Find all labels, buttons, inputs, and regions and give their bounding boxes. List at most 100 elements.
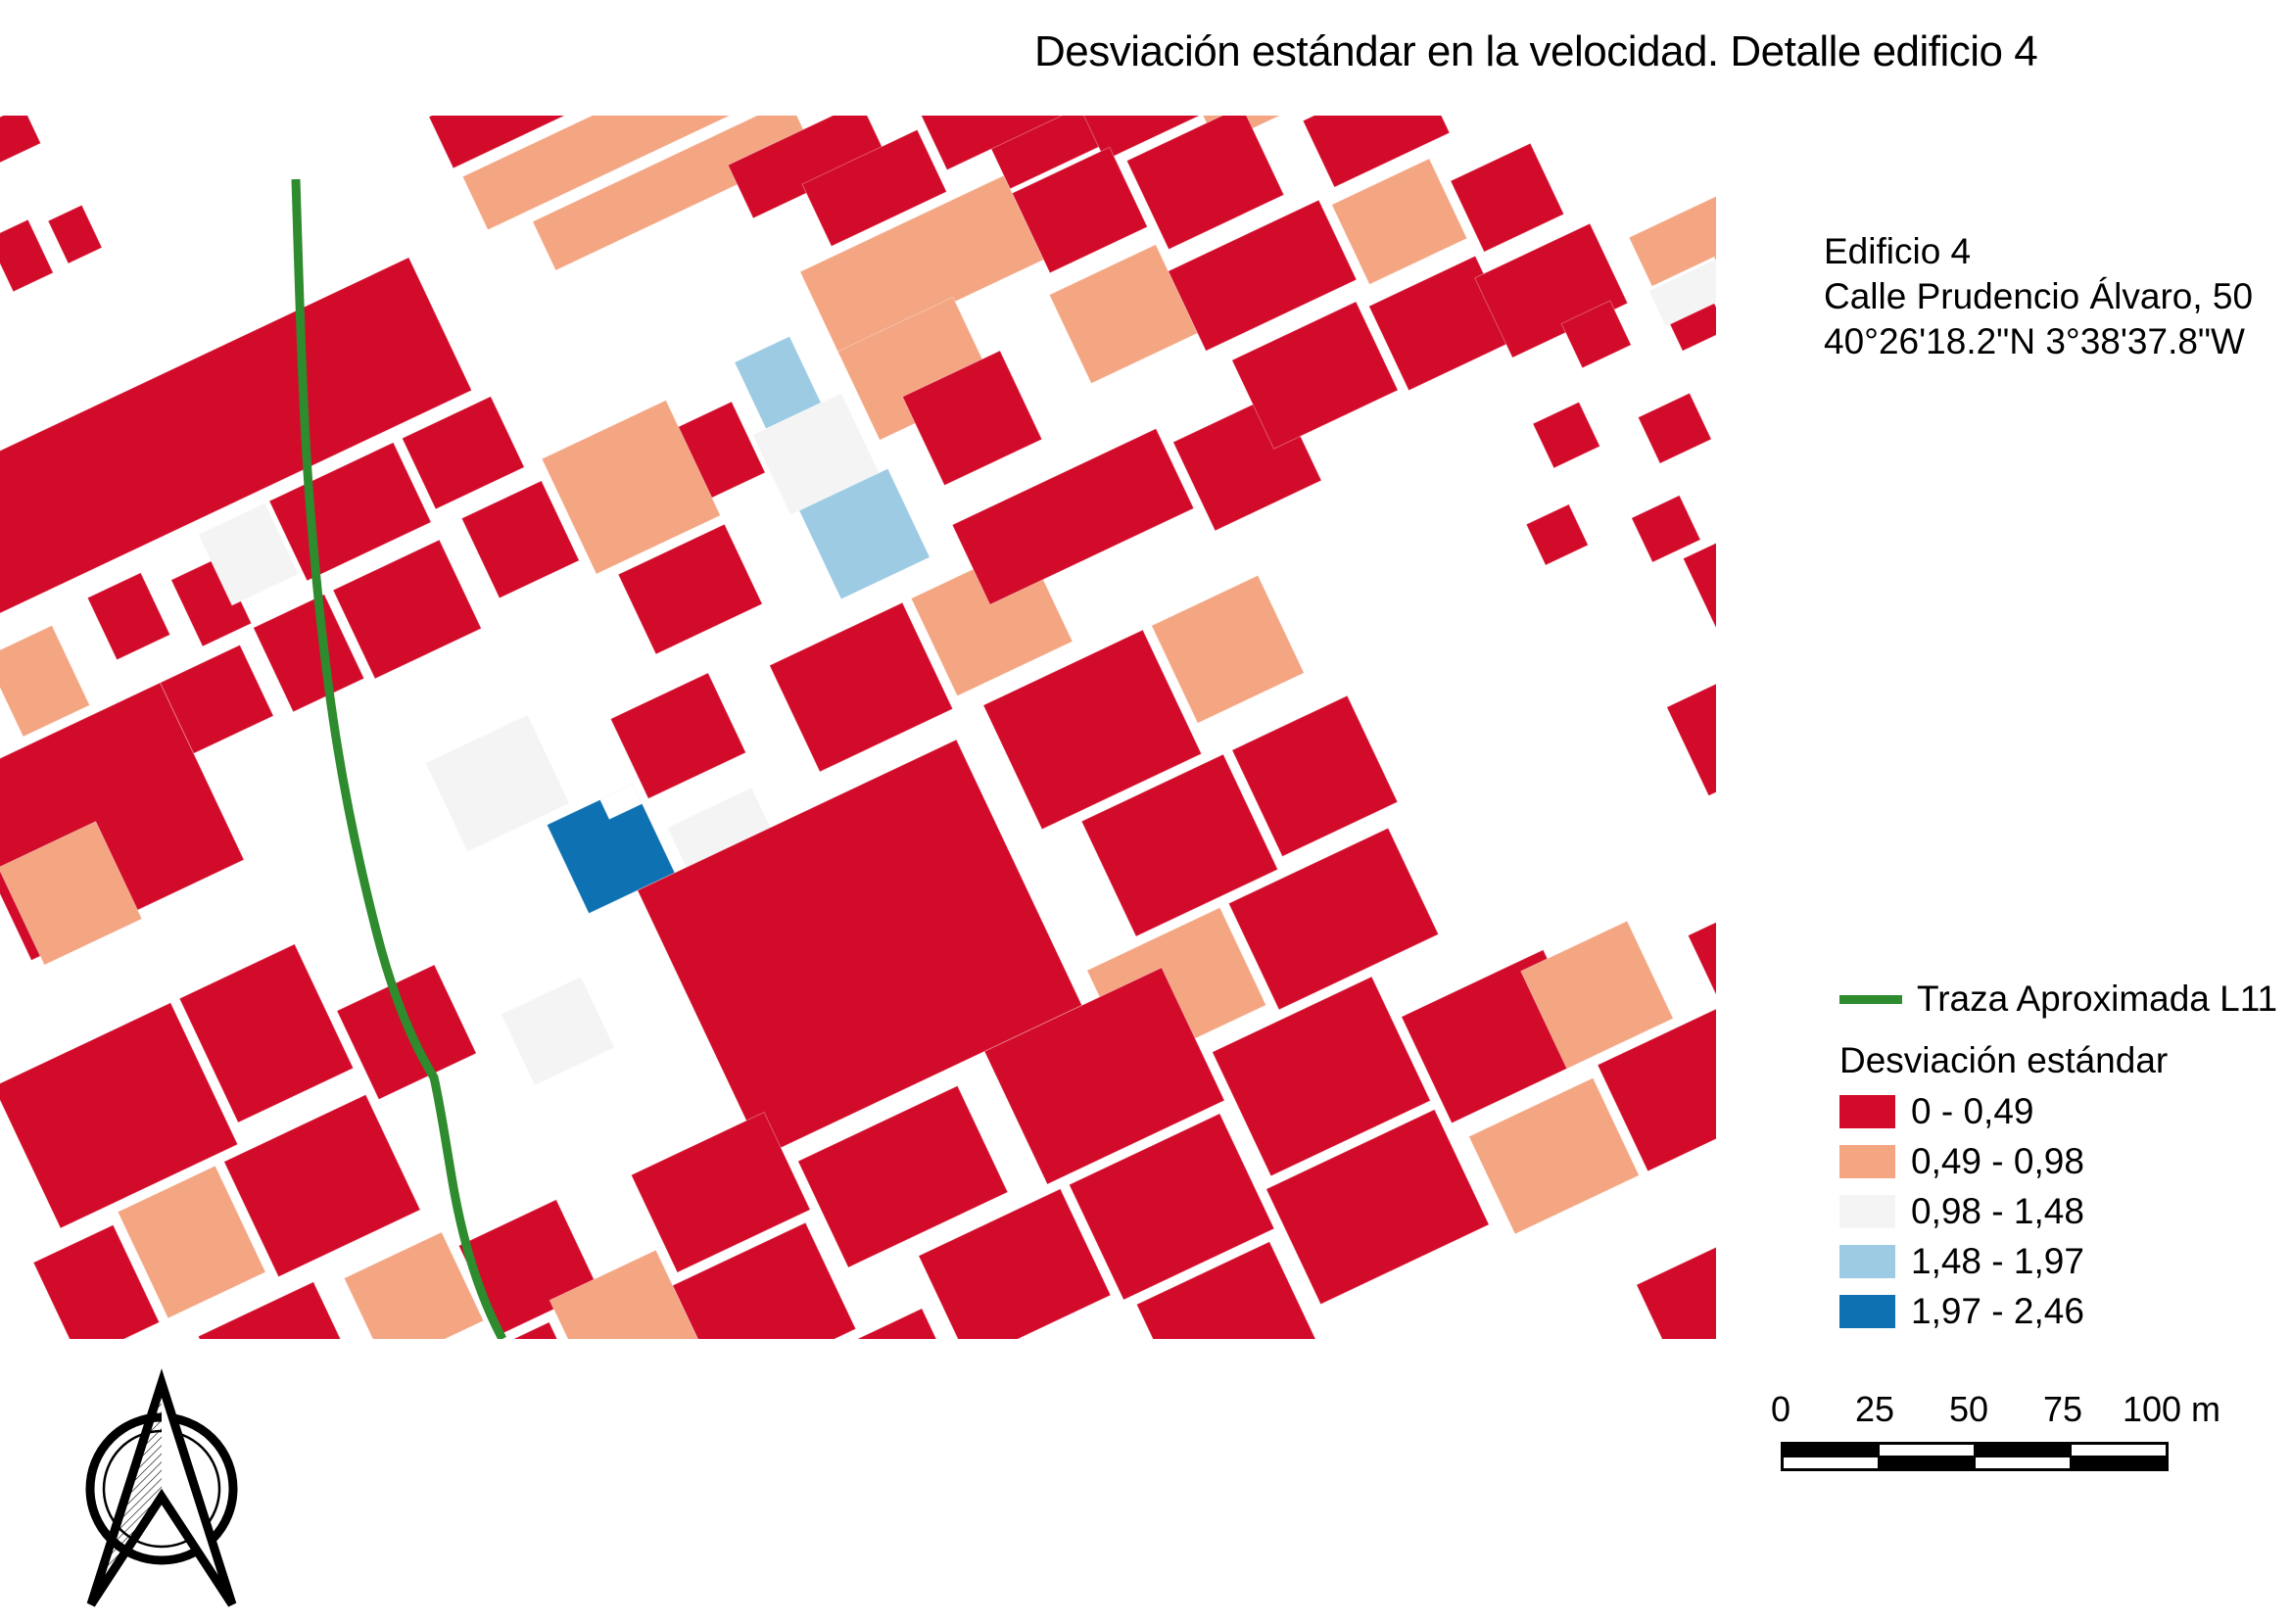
scale-bar-segment — [1880, 1457, 1974, 1468]
building-footprint — [672, 1221, 857, 1339]
scale-bar-segment — [1784, 1445, 1878, 1456]
scale-bar: 0 25 50 75 100 m — [1771, 1389, 2231, 1477]
building-footprint — [1068, 1113, 1275, 1301]
building-footprint — [1682, 515, 1716, 640]
legend-class-label: 0 - 0,49 — [1911, 1091, 2034, 1131]
building-footprint — [1532, 401, 1601, 469]
building-footprint — [951, 427, 1195, 605]
building-footprint — [1168, 199, 1358, 352]
building-footprint — [1074, 116, 1213, 162]
building-footprint — [797, 1084, 1009, 1268]
legend-traza-row: Traza Aproximada L11 — [1839, 978, 2277, 1021]
building-footprint — [47, 204, 103, 264]
building-footprint — [197, 1281, 360, 1339]
building-footprint — [159, 644, 274, 754]
page-title: Desviación estándar en la velocidad. Det… — [1034, 27, 2038, 75]
building-footprint — [637, 739, 1083, 1157]
building-footprint — [1231, 301, 1399, 450]
legend-class-swatch-icon — [1839, 1245, 1895, 1278]
legend-class-label: 1,48 - 1,97 — [1911, 1241, 2084, 1281]
building-footprint — [1628, 195, 1716, 287]
building-footprint — [1597, 1001, 1716, 1172]
scale-bar-segment — [1976, 1445, 2070, 1456]
building-footprint — [917, 116, 1073, 171]
building-footprint — [599, 783, 644, 821]
info-address: Calle Prudencio Álvaro, 50 — [1824, 276, 2254, 316]
building-footprint — [1302, 116, 1451, 188]
building-footprint — [1647, 246, 1716, 327]
legend-class-row: 0 - 0,49 — [1839, 1091, 2270, 1131]
building-footprint — [424, 1321, 597, 1339]
building-footprint — [630, 1111, 811, 1273]
scale-bar-segment — [1976, 1457, 2070, 1468]
traza-l11-line — [291, 178, 506, 1339]
building-footprint — [1227, 827, 1440, 1011]
building-footprint — [0, 624, 91, 738]
building-footprint — [617, 523, 763, 655]
building-footprint — [0, 257, 473, 749]
legend-class-swatch-icon — [1839, 1295, 1895, 1328]
scale-bar-labels: 0 25 50 75 100 m — [1771, 1389, 2231, 1429]
building-footprint — [117, 1165, 266, 1319]
legend-class-swatch-icon — [1839, 1145, 1895, 1178]
building-footprint — [1080, 753, 1279, 937]
building-footprint — [1331, 158, 1468, 285]
scale-bar-segment — [2072, 1445, 2166, 1456]
building-footprint — [1151, 574, 1305, 724]
building-footprint — [1212, 976, 1431, 1177]
info-coordinates: 40°26'18.2"N 3°38'37.8"W — [1824, 321, 2245, 361]
traza-line-swatch-icon — [1839, 994, 1902, 1004]
building-footprint — [541, 399, 722, 575]
building-footprint — [424, 714, 570, 853]
building-footprint — [0, 116, 42, 166]
building-footprint — [1733, 482, 1797, 546]
building-footprint — [801, 128, 948, 248]
building-footprint — [1631, 495, 1701, 563]
legend-section-title: Desviación estándar — [1839, 1040, 2169, 1080]
legend-class-row: 0,98 - 1,48 — [1839, 1191, 2270, 1231]
building-footprint — [32, 1223, 161, 1339]
scale-bar-tick-label: 100 m — [2122, 1389, 2221, 1429]
legend-traza-label: Traza Aproximada L11 — [1917, 979, 2278, 1019]
legend-class-swatch-icon — [1839, 1095, 1895, 1128]
building-footprint — [461, 116, 782, 231]
building-footprint — [0, 218, 54, 293]
info-box: Edificio 4 Calle Prudencio Álvaro, 50 40… — [1824, 229, 2253, 364]
building-footprint — [178, 943, 355, 1123]
building-footprint — [1711, 226, 1716, 303]
legend-class-label: 1,97 - 2,46 — [1911, 1291, 2084, 1331]
building-footprint — [1450, 142, 1565, 253]
building-footprint — [401, 396, 525, 510]
legend-class-row: 1,97 - 2,46 — [1839, 1291, 2270, 1331]
scale-bar-graphic — [1781, 1442, 2169, 1471]
building-footprint — [1525, 503, 1589, 566]
legend-class-list: 0 - 0,49 0,49 - 0,98 0,98 - 1,48 1,48 - 1,9… — [1839, 1091, 2270, 1331]
building-footprint — [0, 820, 143, 966]
building-footprint — [1560, 300, 1632, 369]
scale-bar-tick-label: 0 — [1770, 1389, 1791, 1429]
building-footprint — [332, 539, 482, 680]
building-footprint — [769, 601, 954, 773]
building-footprint — [1636, 1200, 1716, 1339]
building-footprint — [1135, 1241, 1321, 1339]
building-footprint — [1125, 116, 1285, 251]
building-footprint — [0, 1002, 239, 1229]
building-footprint — [223, 1093, 421, 1278]
scale-bar-segment — [1880, 1445, 1974, 1456]
building-footprint — [1637, 392, 1712, 464]
scale-bar-segment — [2072, 1457, 2166, 1468]
building-footprint — [1231, 694, 1399, 858]
scale-bar-tick-label: 50 — [1948, 1389, 1989, 1429]
map-layer-group — [0, 116, 1797, 1339]
building-footprint — [1666, 656, 1716, 797]
building-footprint — [983, 967, 1225, 1185]
building-footprint — [1520, 920, 1674, 1070]
building-footprint — [532, 116, 814, 271]
building-footprint — [978, 116, 1118, 190]
north-arrow-icon — [85, 1368, 238, 1607]
building-footprint — [1687, 876, 1716, 1043]
building-footprint — [428, 116, 720, 169]
scale-bar-segment — [1784, 1457, 1878, 1468]
building-footprint — [1468, 1076, 1640, 1235]
